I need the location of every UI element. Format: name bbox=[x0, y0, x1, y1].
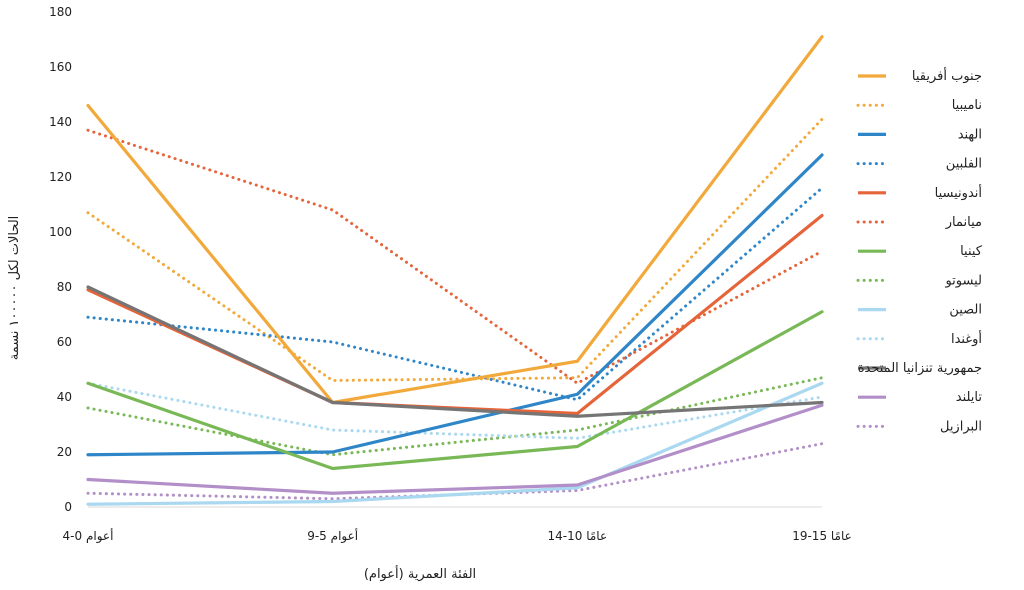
legend-label: كينيا bbox=[960, 244, 983, 259]
legend-label: ميانمار bbox=[945, 215, 982, 230]
y-tick-label: 60 bbox=[57, 335, 72, 349]
y-tick-label: 120 bbox=[49, 170, 72, 184]
series-lines bbox=[86, 35, 824, 506]
y-tick-label: 140 bbox=[49, 115, 72, 129]
y-tick-label: 80 bbox=[57, 280, 72, 294]
series-line bbox=[86, 128, 824, 385]
series-line bbox=[86, 310, 824, 471]
y-axis-ticks: 0 20 40 60 80 100 120 140 160 180 bbox=[49, 5, 72, 514]
x-tick-label: 4-0 أعوام bbox=[63, 528, 114, 544]
y-tick-label: 100 bbox=[49, 225, 72, 239]
legend-label: أندونيسيا bbox=[935, 184, 982, 201]
y-tick-label: 160 bbox=[49, 60, 72, 74]
legend-label: ناميبيا bbox=[952, 98, 982, 113]
x-axis-ticks: 4-0 أعوام 9-5 أعوام 14-10 عامًا 19-15 عامًا bbox=[63, 528, 852, 544]
y-axis-title: الحالات لكل ١٠٠٠٠٠ نسمة bbox=[7, 216, 22, 361]
legend-label: جنوب أفريقيا bbox=[912, 67, 982, 84]
legend-label: الصين bbox=[949, 303, 982, 318]
x-tick-label: 19-15 عامًا bbox=[792, 529, 852, 543]
legend-label: تايلند bbox=[956, 390, 983, 405]
x-axis-title: الفئة العمرية (أعوام) bbox=[364, 565, 476, 582]
y-tick-label: 40 bbox=[57, 390, 72, 404]
series-line bbox=[86, 35, 824, 405]
legend: جنوب أفريقيا ناميبيا الهند الفلبين أندونيسيا… bbox=[856, 67, 983, 434]
legend-label: أوغندا bbox=[951, 330, 982, 347]
series-line bbox=[86, 153, 824, 457]
x-tick-label: 14-10 عامًا bbox=[548, 529, 608, 543]
series-line bbox=[86, 117, 824, 382]
series-line bbox=[86, 381, 824, 506]
legend-label: ليسوتو bbox=[944, 273, 982, 288]
y-tick-label: 20 bbox=[57, 445, 72, 459]
legend-label: الهند bbox=[958, 127, 982, 142]
legend-label: جمهورية تنزانيا المتحدة bbox=[858, 361, 982, 376]
y-tick-label: 180 bbox=[49, 5, 72, 19]
y-tick-label: 0 bbox=[64, 500, 72, 514]
series-line bbox=[86, 186, 824, 402]
legend-label: البرازيل bbox=[940, 419, 982, 434]
x-tick-label: 9-5 أعوام bbox=[307, 528, 358, 544]
legend-label: الفلبين bbox=[946, 157, 982, 172]
series-line bbox=[86, 381, 824, 440]
series-line bbox=[86, 213, 824, 416]
series-line bbox=[86, 285, 824, 418]
series-line bbox=[86, 376, 824, 457]
series-line bbox=[86, 403, 824, 495]
